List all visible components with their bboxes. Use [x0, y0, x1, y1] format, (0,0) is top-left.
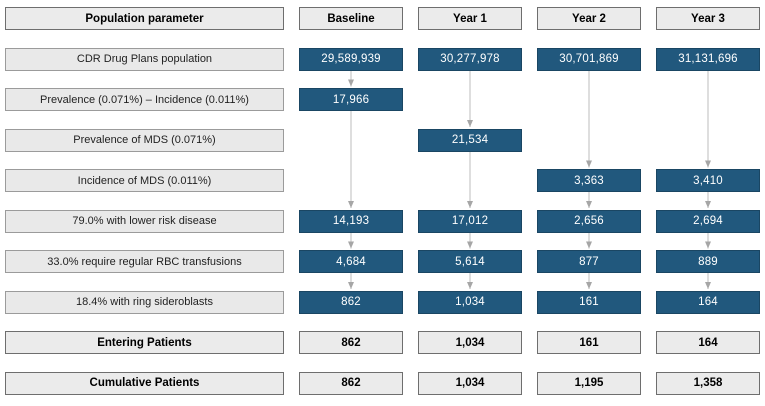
value-rbc-transfusions-year1: 5,614 — [418, 250, 522, 273]
empty-cell — [537, 129, 641, 152]
empty-cell — [299, 169, 403, 192]
value-prevalence-incidence-baseline: 17,966 — [299, 88, 403, 111]
value-ring-sideroblasts-year2: 161 — [537, 290, 641, 314]
value-entering-patients-year2: 161 — [537, 331, 641, 354]
value-entering-patients-year1: 1,034 — [418, 331, 522, 354]
value-incidence-mds-year2: 3,363 — [537, 169, 641, 192]
row-label-cumulative-patients: Cumulative Patients — [5, 371, 284, 395]
value-entering-patients-baseline: 862 — [299, 331, 403, 354]
value-entering-patients-year3: 164 — [656, 331, 760, 354]
row-label-ring-sideroblasts: 18.4% with ring sideroblasts — [5, 290, 284, 314]
value-rbc-transfusions-baseline: 4,684 — [299, 250, 403, 273]
row-label-lower-risk: 79.0% with lower risk disease — [5, 209, 284, 233]
value-cdr-population-baseline: 29,589,939 — [299, 47, 403, 71]
value-incidence-mds-year3: 3,410 — [656, 169, 760, 192]
value-lower-risk-year1: 17,012 — [418, 209, 522, 233]
value-lower-risk-year2: 2,656 — [537, 209, 641, 233]
row-label-cdr-population: CDR Drug Plans population — [5, 47, 284, 71]
column-header-year3: Year 3 — [656, 7, 760, 30]
value-rbc-transfusions-year3: 889 — [656, 250, 760, 273]
empty-cell — [418, 169, 522, 192]
value-cdr-population-year2: 30,701,869 — [537, 47, 641, 71]
value-cumulative-patients-year1: 1,034 — [418, 371, 522, 395]
empty-cell — [418, 88, 522, 111]
value-ring-sideroblasts-year1: 1,034 — [418, 290, 522, 314]
column-header-year2: Year 2 — [537, 7, 641, 30]
value-ring-sideroblasts-baseline: 862 — [299, 290, 403, 314]
value-lower-risk-baseline: 14,193 — [299, 209, 403, 233]
row-label-incidence-mds: Incidence of MDS (0.011%) — [5, 169, 284, 192]
row-label-rbc-transfusions: 33.0% require regular RBC transfusions — [5, 250, 284, 273]
value-rbc-transfusions-year2: 877 — [537, 250, 641, 273]
empty-cell — [656, 88, 760, 111]
value-prevalence-mds-year1: 21,534 — [418, 128, 522, 152]
column-header-baseline: Baseline — [299, 7, 403, 30]
column-header-year1: Year 1 — [418, 7, 522, 30]
value-cumulative-patients-year3: 1,358 — [656, 371, 760, 395]
empty-cell — [299, 129, 403, 152]
row-label-prevalence-mds: Prevalence of MDS (0.071%) — [5, 128, 284, 152]
value-cdr-population-year1: 30,277,978 — [418, 47, 522, 71]
value-lower-risk-year3: 2,694 — [656, 209, 760, 233]
empty-cell — [537, 88, 641, 111]
value-cumulative-patients-year2: 1,195 — [537, 371, 641, 395]
column-header-parameter: Population parameter — [5, 7, 284, 30]
funnel-grid: Population parameter Baseline Year 1 Yea… — [5, 7, 760, 395]
value-ring-sideroblasts-year3: 164 — [656, 290, 760, 314]
row-label-prevalence-incidence: Prevalence (0.071%) – Incidence (0.011%) — [5, 88, 284, 111]
value-cdr-population-year3: 31,131,696 — [656, 47, 760, 71]
empty-cell — [656, 129, 760, 152]
value-cumulative-patients-baseline: 862 — [299, 371, 403, 395]
row-label-entering-patients: Entering Patients — [5, 331, 284, 354]
